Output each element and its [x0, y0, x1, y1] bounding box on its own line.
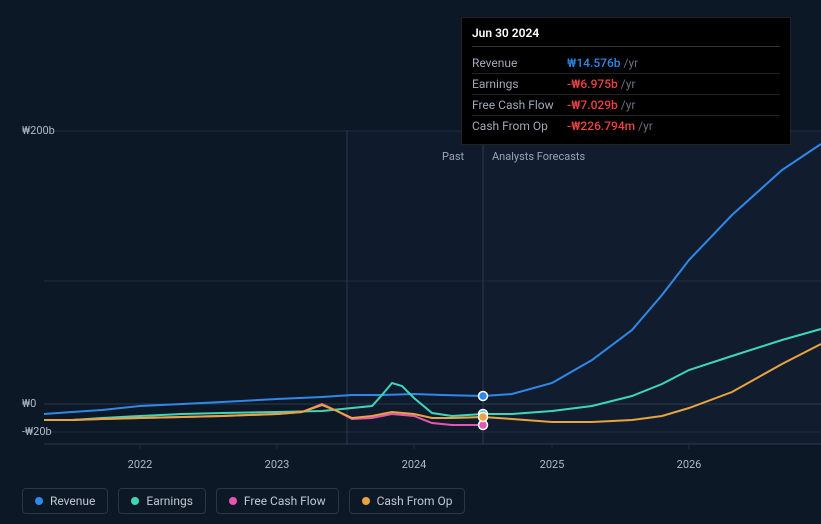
tooltip-row-value: ₩14.576b — [567, 56, 621, 70]
x-axis-label: 2025 — [540, 458, 565, 471]
tooltip-row-unit: /yr — [638, 119, 653, 133]
tooltip-row-label: Earnings — [472, 77, 567, 91]
tooltip-row-label: Free Cash Flow — [472, 98, 567, 112]
x-axis-label: 2026 — [677, 458, 702, 471]
legend-item[interactable]: Earnings — [118, 488, 206, 514]
legend-dot-icon — [35, 497, 43, 505]
y-axis-label: -₩20b — [22, 425, 70, 438]
legend-dot-icon — [362, 497, 370, 505]
legend-dot-icon — [131, 497, 139, 505]
tooltip-row-value: -₩7.029b — [567, 98, 618, 112]
forecast-region-label: Analysts Forecasts — [492, 150, 585, 163]
y-axis-label: ₩200b — [22, 124, 70, 137]
x-axis-label: 2024 — [402, 458, 427, 471]
legend-label: Free Cash Flow — [244, 494, 326, 508]
legend-item[interactable]: Cash From Op — [349, 488, 466, 514]
tooltip-row-value: -₩6.975b — [567, 77, 618, 91]
legend-label: Earnings — [146, 494, 193, 508]
tooltip-title: Jun 30 2024 — [472, 26, 780, 47]
tooltip-row-label: Revenue — [472, 56, 567, 70]
past-region-label: Past — [442, 150, 464, 163]
tooltip-row: Cash From Op-₩226.794m/yr — [472, 116, 780, 136]
y-axis-label: ₩0 — [22, 397, 70, 410]
tooltip-row-unit: /yr — [621, 77, 636, 91]
chart-legend: Revenue Earnings Free Cash Flow Cash From O… — [22, 488, 465, 514]
chart-tooltip: Jun 30 2024 Revenue₩14.576b/yrEarnings-₩… — [461, 17, 791, 145]
tooltip-row-label: Cash From Op — [472, 119, 567, 133]
legend-item[interactable]: Revenue — [22, 488, 108, 514]
legend-item[interactable]: Free Cash Flow — [216, 488, 339, 514]
legend-dot-icon — [229, 497, 237, 505]
tooltip-row-unit: /yr — [624, 56, 639, 70]
legend-label: Revenue — [50, 494, 95, 508]
legend-label: Cash From Op — [377, 494, 453, 508]
tooltip-row: Revenue₩14.576b/yr — [472, 53, 780, 74]
x-axis-label: 2023 — [265, 458, 290, 471]
tooltip-row: Free Cash Flow-₩7.029b/yr — [472, 95, 780, 116]
tooltip-row-unit: /yr — [621, 98, 636, 112]
x-axis-label: 2022 — [128, 458, 153, 471]
tooltip-row-value: -₩226.794m — [567, 119, 635, 133]
tooltip-row: Earnings-₩6.975b/yr — [472, 74, 780, 95]
tooltip-rows: Revenue₩14.576b/yrEarnings-₩6.975b/yrFre… — [472, 53, 780, 136]
